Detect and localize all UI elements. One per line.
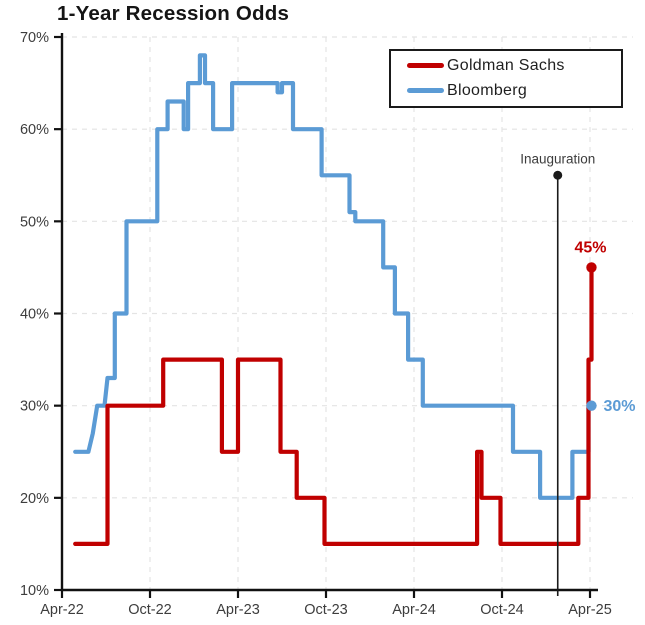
legend-label: Goldman Sachs	[447, 56, 565, 74]
goldman-sachs-series-line	[73, 265, 594, 547]
axes	[60, 33, 598, 592]
x-tick-label: Apr-25	[568, 602, 612, 618]
x-tick-label: Oct-24	[480, 602, 524, 618]
legend: Goldman Sachs Bloomberg	[389, 49, 623, 108]
inauguration-dot	[553, 170, 563, 180]
y-tick-label: 20%	[20, 491, 49, 507]
x-tick-label: Apr-22	[40, 602, 84, 618]
inauguration-label: Inauguration	[520, 151, 595, 166]
goldman-sachs-end-label: 45%	[574, 239, 606, 256]
y-tick-label: 70%	[20, 30, 49, 46]
x-tick-label: Apr-23	[216, 602, 260, 618]
x-tick-label: Oct-22	[128, 602, 172, 618]
x-tick-label: Apr-24	[392, 602, 436, 618]
bloomberg-line-swatch	[407, 88, 444, 93]
x-tick-label: Oct-23	[304, 602, 348, 618]
legend-label: Bloomberg	[447, 81, 528, 99]
bloomberg-end-label: 30%	[603, 398, 635, 415]
goldman-sachs-line-swatch	[407, 63, 444, 68]
bloomberg-end-dot	[586, 400, 597, 411]
y-tick-label: 30%	[20, 399, 49, 415]
chart-title: 1-Year Recession Odds	[57, 2, 290, 25]
bloomberg-series-line	[73, 53, 594, 500]
y-tick-label: 40%	[20, 307, 49, 323]
legend-item-goldman-sachs: Goldman Sachs	[407, 53, 613, 78]
y-tick-label: 50%	[20, 214, 49, 230]
y-tick-label: 60%	[20, 122, 49, 138]
legend-item-bloomberg: Bloomberg	[407, 78, 613, 103]
y-tick-label: 10%	[20, 583, 49, 599]
goldman-sachs-end-dot	[586, 262, 597, 273]
